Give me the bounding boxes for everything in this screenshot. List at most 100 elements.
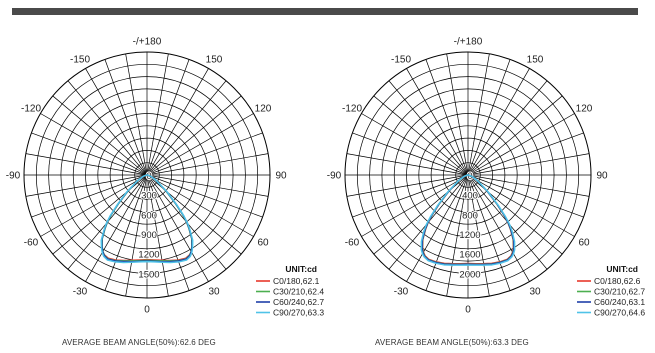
angle-tick-label: 60 xyxy=(257,238,269,249)
legend-entry-label: C90/270,63.3 xyxy=(273,308,324,318)
polar-grid-spoke xyxy=(146,68,209,176)
angle-tick-label: -120 xyxy=(21,104,41,115)
polar-grid-spoke xyxy=(467,174,584,218)
angle-tick-label: -150 xyxy=(391,55,411,66)
polar-grid-spoke xyxy=(146,113,254,176)
top-banner-bar xyxy=(12,8,638,15)
radial-tick-label: 1600 xyxy=(459,250,480,261)
legend-entry-label: C0/180,62.1 xyxy=(273,276,320,286)
polar-grid-spoke xyxy=(85,68,148,176)
angle-tick-label: 90 xyxy=(596,171,608,182)
legend-entry-label: C0/180,62.6 xyxy=(594,276,641,286)
polar-grid-spoke xyxy=(346,153,469,176)
polar-grid-spoke xyxy=(31,174,148,218)
angle-tick-label: -30 xyxy=(394,287,409,298)
angle-tick-label: 150 xyxy=(206,55,223,66)
chart-legend: UNIT:cd C0/180,62.6C30/210,62.7C60/240,63… xyxy=(577,264,645,318)
radial-tick-label: 300 xyxy=(141,191,157,202)
angle-tick-label: 0 xyxy=(144,305,150,316)
angle-tick-label: 0 xyxy=(465,305,471,316)
polar-grid-spoke xyxy=(146,174,269,197)
polar-chart-1: -/+1801501209060300-30-60-90-120-1500300… xyxy=(6,37,325,318)
legend-entry-label: C30/210,62.7 xyxy=(594,287,645,297)
polar-grid-spoke xyxy=(104,174,148,291)
polar-grid-spoke xyxy=(446,174,469,297)
polar-grid-spoke xyxy=(467,174,530,282)
polar-grid-spoke xyxy=(467,174,490,297)
polar-grid-spoke xyxy=(467,174,590,197)
polar-grid-spoke xyxy=(467,59,511,176)
legend-entry-label: C60/240,63.1 xyxy=(594,297,645,307)
angle-tick-label: 120 xyxy=(255,104,272,115)
radial-tick-label: 0 xyxy=(467,171,472,182)
angle-tick-label: -90 xyxy=(327,171,342,182)
angle-tick-label: -60 xyxy=(24,238,39,249)
polar-grid-spoke xyxy=(146,53,169,176)
radial-tick-label: 1200 xyxy=(459,230,480,241)
polar-grid-spoke xyxy=(346,174,469,197)
angle-tick-label: 120 xyxy=(576,104,593,115)
beam-angle-caption-left: AVERAGE BEAM ANGLE(50%):62.6 DEG xyxy=(62,338,216,347)
beam-angle-caption-right: AVERAGE BEAM ANGLE(50%):63.3 DEG xyxy=(375,338,529,347)
radial-tick-label: 400 xyxy=(462,191,478,202)
radial-tick-label: 600 xyxy=(141,210,157,221)
polar-grid-spoke xyxy=(40,113,148,176)
polar-grid-spoke xyxy=(446,53,469,176)
polar-grid-spoke xyxy=(31,132,148,176)
polar-grid-spoke xyxy=(425,59,469,176)
radial-tick-label: 900 xyxy=(141,230,157,241)
angle-tick-label: 30 xyxy=(208,287,220,298)
polar-grid-spoke xyxy=(467,68,530,176)
angle-tick-label: 90 xyxy=(275,171,287,182)
polar-grid-spoke xyxy=(467,53,490,176)
angle-tick-label: 150 xyxy=(527,55,544,66)
angle-tick-label: -/+180 xyxy=(133,37,162,48)
legend-entry-label: C30/210,62.4 xyxy=(273,287,324,297)
polar-grid-spoke xyxy=(361,174,469,237)
polar-grid-spoke xyxy=(85,174,148,282)
polar-grid-spoke xyxy=(406,68,469,176)
polar-chart-2: -/+180 150 120 90 60 30 0 -30 -60 -90 -120 -150 0 400… xyxy=(327,37,646,318)
polar-grid-spoke xyxy=(467,132,584,176)
polar-grid-spoke xyxy=(467,174,575,237)
polar-grid-spoke xyxy=(467,95,563,176)
polar-grid-spoke xyxy=(388,80,469,176)
polar-grid-spoke xyxy=(467,113,575,176)
polar-grid-spoke xyxy=(352,174,469,218)
legend-unit-label: UNIT:cd xyxy=(606,264,638,274)
polar-grid-spoke xyxy=(146,174,263,218)
polar-grid-spoke xyxy=(146,153,269,176)
angle-tick-label: -150 xyxy=(70,55,90,66)
polar-grid-spoke xyxy=(361,113,469,176)
radial-tick-label: 1200 xyxy=(138,250,159,261)
polar-grid-spoke xyxy=(146,95,242,176)
polar-grid-spoke xyxy=(125,174,148,297)
angle-tick-label: -120 xyxy=(342,104,362,115)
polar-grid-spoke xyxy=(125,53,148,176)
polar-grid-spoke xyxy=(467,153,590,176)
polar-grid-spoke xyxy=(104,59,148,176)
series-line xyxy=(100,174,194,264)
polar-grid-spoke xyxy=(467,174,511,291)
polar-grid-spoke xyxy=(373,95,469,176)
radial-tick-label: 0 xyxy=(146,171,151,182)
polar-grid-spoke xyxy=(146,174,190,291)
angle-tick-label: 60 xyxy=(578,238,590,249)
series-line xyxy=(420,174,516,266)
radial-tick-label: 1500 xyxy=(138,269,159,280)
radial-tick-label: 2000 xyxy=(459,269,480,280)
angle-tick-label: -90 xyxy=(6,171,21,182)
polar-grid-spoke xyxy=(467,80,548,176)
polar-grid-spoke xyxy=(146,174,209,282)
angle-tick-label: -/+180 xyxy=(454,37,483,48)
legend-entry-label: C90/270,64.6 xyxy=(594,308,645,318)
angle-tick-label: -30 xyxy=(73,287,88,298)
angle-tick-label: -60 xyxy=(345,238,360,249)
polar-grid-spoke xyxy=(406,174,469,282)
radial-tick-label: 800 xyxy=(462,210,478,221)
polar-grid-spoke xyxy=(146,59,190,176)
angle-tick-label: 30 xyxy=(529,287,541,298)
polar-grid-spoke xyxy=(52,95,148,176)
polar-grid-spoke xyxy=(146,80,227,176)
